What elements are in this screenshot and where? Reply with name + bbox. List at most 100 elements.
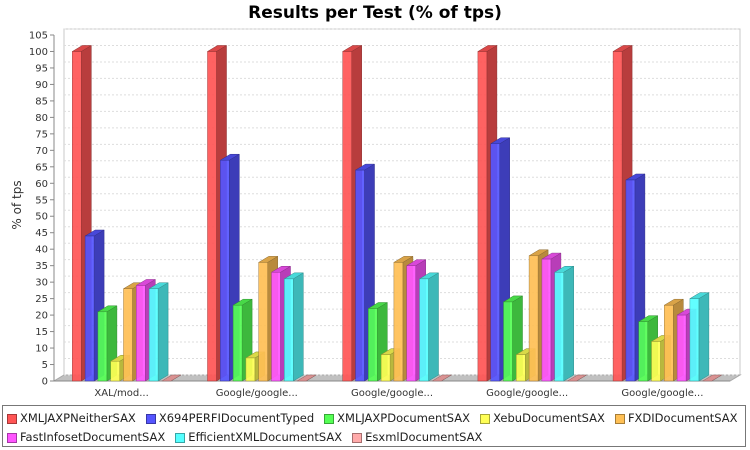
bar-top	[296, 374, 318, 382]
y-tick-label: 105	[29, 31, 48, 42]
legend-label: EfficientXMLDocumentSAX	[188, 430, 343, 444]
bar-top	[701, 374, 723, 382]
bar	[689, 298, 700, 382]
bar	[245, 357, 256, 382]
bar	[97, 311, 108, 382]
legend-swatch	[175, 432, 186, 443]
bar-side	[428, 272, 439, 382]
legend-item: EsxmlDocumentSAX	[352, 428, 482, 447]
y-tick-label: 10	[35, 344, 48, 355]
legend-label: XMLJAXPNeitherSAX	[20, 411, 136, 425]
bar	[232, 304, 243, 382]
legend-label: EsxmlDocumentSAX	[365, 430, 483, 444]
bar-side	[293, 272, 304, 382]
legend-item: X694PERFIDocumentTyped	[145, 409, 315, 428]
bar	[503, 301, 513, 382]
legend-swatch	[352, 432, 363, 443]
y-tick-label: 40	[35, 245, 48, 256]
bar	[625, 179, 636, 382]
bar	[554, 272, 564, 382]
y-tick-label: 90	[35, 80, 48, 91]
legend-label: X694PERFIDocumentTyped	[158, 411, 315, 425]
legend-item: XMLJAXPNeitherSAX	[7, 409, 136, 428]
bar	[123, 288, 133, 382]
legend-item: EfficientXMLDocumentSAX	[175, 428, 342, 447]
legend-item: FastInfosetDocumentSAX	[7, 428, 165, 447]
y-tick-label: 25	[35, 294, 48, 305]
bar	[393, 262, 404, 382]
bar-top	[431, 374, 453, 382]
x-category-label: Google/google...	[621, 388, 703, 399]
y-tick-label: 60	[35, 179, 48, 190]
bar	[148, 288, 159, 382]
y-tick-label: 50	[35, 212, 48, 223]
bar	[220, 159, 230, 382]
y-tick-label: 100	[29, 47, 48, 58]
legend-swatch	[145, 413, 156, 424]
bar-side	[698, 292, 710, 382]
legend-swatch	[7, 413, 17, 424]
bar	[490, 143, 500, 382]
y-tick-label: 15	[35, 327, 48, 338]
y-tick-label: 95	[35, 63, 48, 74]
bar-top	[566, 374, 588, 382]
bar	[406, 265, 416, 382]
y-tick-label: 20	[35, 311, 48, 322]
bar	[271, 272, 281, 382]
legend-item: FXDIDocumentSAX	[614, 409, 738, 428]
bar	[368, 308, 378, 382]
bar	[342, 51, 352, 382]
legend-item: XMLJAXPDocumentSAX	[324, 409, 470, 428]
bar	[651, 341, 661, 382]
bar-top	[160, 374, 182, 382]
legend-label: XebuDocumentSAX	[493, 411, 605, 425]
bar	[136, 285, 146, 382]
bar-side	[157, 282, 169, 382]
bar-side	[563, 265, 574, 382]
bar	[528, 255, 539, 382]
bar	[284, 278, 294, 382]
chart-title: Results per Test (% of tps)	[248, 3, 502, 23]
bar	[419, 278, 429, 382]
bar	[110, 360, 120, 382]
y-tick-label: 85	[35, 96, 48, 107]
bar	[207, 51, 217, 382]
bar	[477, 51, 488, 382]
x-category-label: Google/google...	[351, 388, 433, 399]
x-category-label: XAL/mod...	[94, 388, 148, 399]
x-category-label: Google/google...	[216, 388, 298, 399]
bar	[676, 314, 687, 382]
bar	[612, 51, 623, 382]
bar	[664, 304, 674, 382]
legend-swatch	[614, 413, 625, 424]
y-tick-label: 55	[35, 195, 48, 206]
y-tick-label: 30	[35, 278, 48, 289]
legend-label: XMLJAXPDocumentSAX	[337, 411, 471, 425]
legend-swatch	[324, 413, 335, 424]
bar	[355, 169, 365, 382]
y-tick-label: 70	[35, 146, 48, 157]
legend-items: XMLJAXPNeitherSAX X694PERFIDocumentTyped X…	[7, 409, 741, 447]
y-tick-label: 75	[35, 129, 48, 140]
y-tick-label: 80	[35, 113, 48, 124]
bar	[516, 354, 526, 382]
y-tick-label: 35	[35, 261, 48, 272]
y-axis-label: % of tps	[10, 180, 24, 229]
bar	[72, 51, 82, 382]
y-tick-label: 65	[35, 162, 48, 173]
bar	[380, 354, 391, 382]
bar	[258, 262, 268, 382]
legend-label: FastInfosetDocumentSAX	[20, 430, 166, 444]
bar	[638, 321, 648, 382]
legend-item: XebuDocumentSAX	[480, 409, 605, 428]
plot-area: 0 5 10 15 20 25 30 35 40 45 50 55 60 65 70 75 80 85 90 95 10…	[29, 28, 742, 399]
legend-swatch	[480, 413, 491, 424]
bar	[84, 235, 95, 382]
legend: XMLJAXPNeitherSAX X694PERFIDocumentTyped X…	[2, 405, 746, 447]
legend-swatch	[7, 432, 17, 443]
x-category-label: Google/google...	[486, 388, 568, 399]
y-tick-label: 45	[35, 228, 48, 239]
y-tick-label: 0	[42, 377, 48, 388]
bar	[541, 258, 552, 382]
